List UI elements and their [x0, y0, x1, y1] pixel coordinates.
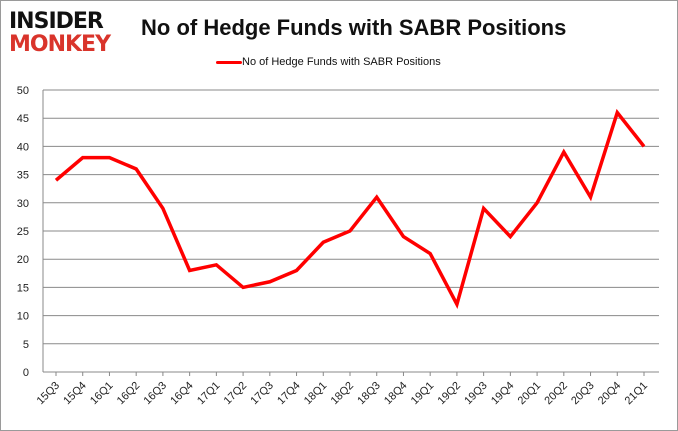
legend: No of Hedge Funds with SABR Positions: [216, 56, 441, 68]
x-tick-label: 20Q2: [542, 380, 570, 408]
x-tick-label: 19Q2: [436, 380, 464, 408]
logo-line1: INSIDER: [9, 9, 104, 34]
y-tick-label: 15: [17, 282, 29, 294]
x-tick-label: 15Q3: [35, 380, 63, 408]
legend-swatch: [216, 60, 242, 64]
series-line: [54, 108, 646, 310]
x-tick-label: 19Q1: [409, 380, 437, 408]
y-tick-label: 25: [17, 226, 29, 238]
x-tick-label: 16Q4: [168, 380, 196, 408]
y-tick-label: 30: [17, 198, 29, 210]
y-tick-label: 35: [17, 170, 29, 182]
x-tick-label: 20Q4: [596, 380, 624, 408]
x-tick-label: 17Q3: [248, 380, 276, 408]
x-tick-label: 20Q1: [516, 380, 544, 408]
y-tick-label: 45: [17, 113, 29, 125]
chart-title: No of Hedge Funds with SABR Positions: [141, 15, 567, 40]
x-tick-label: 17Q2: [222, 380, 250, 408]
legend-label: No of Hedge Funds with SABR Positions: [242, 56, 441, 68]
x-tick-label: 18Q2: [329, 380, 357, 408]
x-tick-label: 20Q3: [569, 380, 597, 408]
x-tick-label: 21Q1: [623, 380, 651, 408]
x-tick-label: 17Q4: [275, 380, 303, 408]
x-tick-label: 17Q1: [195, 380, 223, 408]
x-tick-label: 19Q4: [489, 380, 517, 408]
x-tick-label: 19Q3: [462, 380, 490, 408]
x-tick-label: 18Q4: [382, 380, 410, 408]
x-tick-label: 15Q4: [61, 380, 89, 408]
y-tick-label: 40: [17, 141, 29, 153]
y-tick-label: 0: [23, 367, 29, 379]
x-tick-label: 18Q3: [355, 380, 383, 408]
logo-line2: MONKEY: [9, 32, 111, 57]
insider-monkey-logo: INSIDER MONKEY: [9, 11, 129, 57]
y-tick-label: 10: [17, 311, 29, 323]
y-tick-label: 50: [17, 85, 29, 97]
x-tick-label: 16Q2: [115, 380, 143, 408]
y-tick-label: 20: [17, 254, 29, 266]
x-tick-label: 16Q3: [142, 380, 170, 408]
x-tick-label: 18Q1: [302, 380, 330, 408]
y-tick-label: 5: [23, 339, 29, 351]
x-tick-label: 16Q1: [88, 380, 116, 408]
